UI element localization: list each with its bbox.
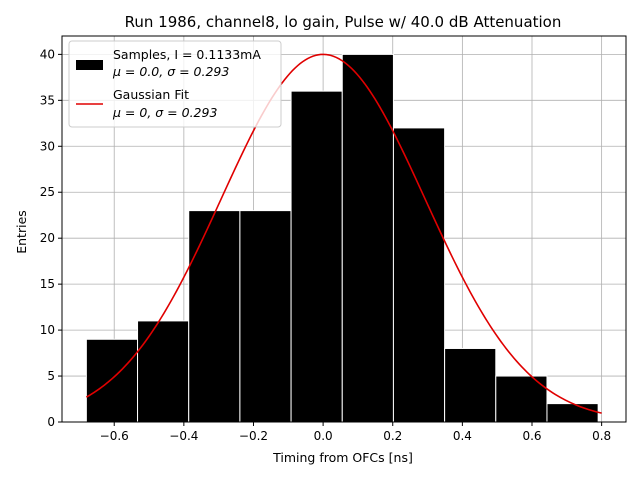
histogram-bar bbox=[239, 210, 292, 423]
legend-histogram-stats: μ = 0.0, σ = 0.293 bbox=[112, 64, 229, 79]
y-tick-label: 35 bbox=[40, 93, 55, 107]
legend-box bbox=[68, 40, 282, 128]
gaussian-fit-line bbox=[85, 53, 602, 414]
y-tick-label: 20 bbox=[40, 231, 55, 245]
plot-area-frame bbox=[61, 35, 627, 423]
legend-histogram-name: Samples, I = 0.1133mA bbox=[113, 47, 261, 62]
y-tick-label: 40 bbox=[40, 47, 55, 61]
x-tick-label: −0.2 bbox=[239, 429, 268, 443]
y-tick-label: 30 bbox=[40, 139, 55, 153]
x-tick-label: 0.6 bbox=[522, 429, 541, 443]
y-axis-ticks: 0 5 10 15 20 25 30 35 40 bbox=[40, 47, 62, 429]
y-tick-label: 0 bbox=[47, 415, 55, 429]
histogram-bar bbox=[341, 53, 394, 423]
y-tick-label: 25 bbox=[40, 185, 55, 199]
histogram-bar bbox=[495, 375, 548, 423]
x-tick-label: 0.8 bbox=[592, 429, 611, 443]
x-tick-label: −0.4 bbox=[169, 429, 198, 443]
histogram-bar bbox=[137, 320, 190, 423]
chart-title: Run 1986, channel8, lo gain, Pulse w/ 40… bbox=[125, 13, 562, 31]
x-axis-ticks: −0.6 −0.4 −0.2 0.0 0.2 0.4 0.6 0.8 bbox=[100, 422, 611, 443]
histogram-bar bbox=[188, 210, 241, 423]
histogram-bar bbox=[85, 338, 139, 423]
legend-histogram-swatch bbox=[76, 60, 103, 70]
x-tick-label: −0.6 bbox=[100, 429, 129, 443]
x-axis-label: Timing from OFCs [ns] bbox=[272, 450, 413, 465]
x-tick-label: 0.0 bbox=[314, 429, 333, 443]
legend-fit-name: Gaussian Fit bbox=[113, 87, 189, 102]
histogram-bar bbox=[392, 127, 446, 423]
y-tick-label: 10 bbox=[40, 323, 55, 337]
legend: Samples, I = 0.1133mA μ = 0.0, σ = 0.293… bbox=[68, 40, 282, 128]
legend-fit-stats: μ = 0, σ = 0.293 bbox=[112, 105, 217, 120]
x-tick-label: 0.4 bbox=[453, 429, 472, 443]
y-tick-label: 5 bbox=[47, 369, 55, 383]
histogram-bar bbox=[546, 403, 599, 423]
y-tick-label: 15 bbox=[40, 277, 55, 291]
y-axis-label: Entries bbox=[14, 210, 29, 254]
histogram-bar bbox=[290, 90, 343, 423]
histogram-bars bbox=[85, 53, 599, 423]
histogram-bar bbox=[444, 347, 497, 423]
gaussian-fit bbox=[85, 53, 602, 414]
x-tick-label: 0.2 bbox=[383, 429, 402, 443]
